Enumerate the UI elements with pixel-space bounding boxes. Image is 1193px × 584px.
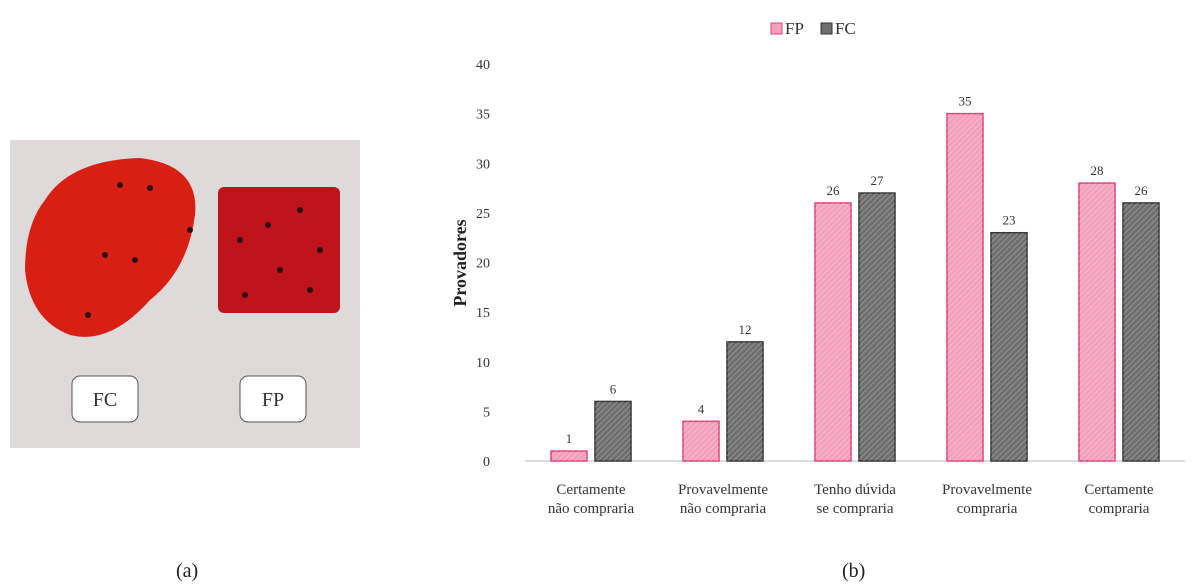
value-label: 6 bbox=[610, 381, 617, 396]
x-tick-label: Certamente compraria bbox=[1054, 481, 1184, 519]
sample-label: FC bbox=[93, 389, 117, 411]
y-tick-label: 25 bbox=[476, 207, 490, 222]
y-tick-label: 30 bbox=[476, 157, 490, 172]
x-tick-label: Provavelmente compraria bbox=[922, 481, 1052, 519]
legend-swatch bbox=[821, 23, 832, 34]
bar-hatch bbox=[1123, 203, 1159, 461]
bar-hatch bbox=[727, 342, 763, 461]
page: {"panel_a": {"labels": ["FC", "FP"], "ca… bbox=[0, 0, 1193, 584]
bar-hatch bbox=[991, 233, 1027, 461]
value-label: 26 bbox=[827, 183, 841, 198]
value-label: 23 bbox=[1003, 213, 1016, 228]
value-label: 35 bbox=[959, 94, 972, 109]
sample-label: FP bbox=[262, 389, 284, 411]
x-tick-label: Certamente não compraria bbox=[526, 481, 656, 519]
value-label: 28 bbox=[1091, 163, 1104, 178]
value-label: 26 bbox=[1135, 183, 1149, 198]
y-tick-label: 15 bbox=[476, 306, 490, 321]
y-tick-label: 40 bbox=[476, 58, 490, 73]
bar-hatch bbox=[1079, 183, 1115, 461]
value-label: 4 bbox=[698, 401, 705, 416]
legend-label: FC bbox=[835, 19, 856, 38]
photo: FC FP bbox=[10, 140, 360, 448]
bar-hatch bbox=[815, 203, 851, 461]
legend-swatch bbox=[771, 23, 782, 34]
bar-hatch bbox=[551, 451, 587, 461]
bar-hatch bbox=[595, 401, 631, 461]
bar-hatch bbox=[947, 114, 983, 461]
x-tick-label: Provavelmente não compraria bbox=[658, 481, 788, 519]
value-label: 12 bbox=[739, 322, 752, 337]
y-tick-label: 0 bbox=[483, 455, 490, 470]
y-tick-label: 20 bbox=[476, 257, 490, 272]
y-tick-label: 5 bbox=[483, 405, 490, 420]
value-label: 27 bbox=[871, 173, 885, 188]
y-axis-label: Provadores bbox=[450, 219, 470, 306]
x-tick-label: Tenho dúvida se compraria bbox=[790, 481, 920, 519]
value-label: 1 bbox=[566, 431, 573, 446]
legend-label: FP bbox=[785, 19, 804, 38]
y-tick-label: 10 bbox=[476, 356, 490, 371]
y-tick-label: 35 bbox=[476, 108, 490, 123]
caption: (b) bbox=[842, 560, 865, 583]
bar-hatch bbox=[859, 193, 895, 461]
caption: (a) bbox=[176, 560, 198, 583]
bar-hatch bbox=[683, 421, 719, 461]
